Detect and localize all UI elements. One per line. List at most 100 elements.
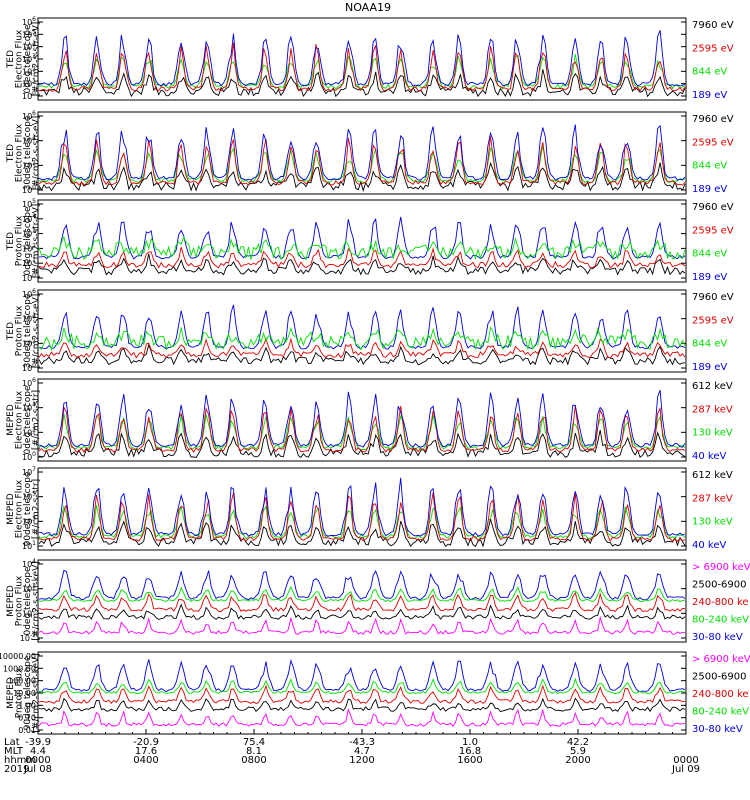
series-line	[38, 697, 686, 713]
y-tick-label: 106	[22, 110, 36, 121]
series-line	[38, 708, 686, 727]
y-tick-label: 101	[22, 540, 36, 551]
x-tick-label: -20.9	[133, 737, 159, 748]
x-tick-label: 4.7	[354, 746, 370, 757]
legend-entry: 240-800 ke	[692, 597, 749, 608]
y-tick-label: 106	[22, 377, 36, 388]
x-tick-label: Jul 08	[23, 764, 52, 775]
y-tick-label: 100	[22, 607, 36, 618]
y-tick-label: 106	[22, 16, 36, 27]
x-row-label: hhmm	[4, 755, 36, 766]
legend-entry: 80-240 keV	[692, 707, 749, 718]
y-tick-label: 101	[22, 257, 36, 268]
x-tick-label: -43.3	[349, 737, 375, 748]
legend-entry: 40 keV	[692, 540, 726, 551]
y-tick-label: 0.01	[18, 726, 36, 735]
x-tick-label: 5.9	[570, 746, 586, 757]
y-tick-label: 10-2	[20, 632, 36, 643]
series-line	[38, 30, 686, 87]
panel-8: 10000.00 1000.00 100.00 10.00 1.00 0.10 0.01ME…	[0, 651, 750, 735]
y-tick-label: 105	[22, 28, 36, 39]
panel-frame	[37, 199, 687, 283]
x-tick-label: 1600	[457, 755, 482, 766]
y-tick-label: 104	[22, 558, 36, 569]
y-tick-label: 0.10	[18, 714, 36, 723]
series-line	[38, 477, 686, 537]
x-tick-label: 0000	[25, 755, 50, 766]
series-line	[38, 326, 686, 352]
y-tick-label: 102	[22, 159, 36, 170]
y-tick-label: 107	[22, 466, 36, 477]
y-tick-label: 100	[22, 184, 36, 195]
legend-entry: 612 keV	[692, 381, 733, 392]
y-tick-label: 103	[22, 515, 36, 526]
series-line	[38, 518, 686, 548]
y-tick-label: 102	[22, 426, 36, 437]
y-tick-label: 1.00	[18, 701, 36, 710]
y-axis-label: MEPEDProton Flux0deg telescope[#/cm2-s-s…	[6, 561, 42, 640]
x-tick-label: 17.6	[135, 746, 157, 757]
legend-entry: 2595 eV	[692, 43, 734, 54]
legend-entry: 844 eV	[692, 67, 727, 78]
series-line	[38, 390, 686, 448]
x-tick-label: 1.0	[462, 737, 478, 748]
legend-entry: 2595 eV	[692, 137, 734, 148]
series-line	[39, 492, 686, 542]
legend-entry: 30-80 keV	[692, 632, 743, 643]
legend-entry: 2500-6900	[692, 672, 747, 683]
legend-entry: 189 eV	[692, 90, 727, 101]
legend-entry: 189 eV	[692, 362, 727, 373]
y-tick-label: 10000.00	[0, 652, 36, 661]
y-axis-label: TEDElectron Flux0deg telescope[#/cm2-s-s…	[6, 22, 42, 97]
x-row-label: 2019	[4, 764, 29, 775]
y-tick-label: 102	[22, 242, 36, 253]
series-line	[38, 430, 686, 459]
panel-frame	[37, 111, 687, 195]
y-tick-label: 106	[22, 288, 36, 299]
series-line	[38, 404, 686, 453]
legend-entry: 2500-6900	[692, 580, 747, 591]
series-line	[38, 591, 686, 613]
x-tick-label: 2000	[565, 755, 590, 766]
legend-entry: 7960 eV	[692, 20, 734, 31]
y-axis-label: MEPEDElectron Flux0deg telescope[#/cm2-s…	[6, 385, 42, 455]
x-tick-label: 16.8	[459, 746, 481, 757]
legend-entry: 189 eV	[692, 184, 727, 195]
legend-entry: 7960 eV	[692, 202, 734, 213]
series-line	[38, 246, 686, 269]
y-axis-label: TEDProton Flux0deg telescope[#/cm2-s-str…	[6, 204, 42, 279]
series-line	[38, 569, 686, 601]
x-tick-label: 0400	[133, 755, 158, 766]
x-row-label: MLT	[4, 746, 24, 757]
x-tick-label: 0000	[673, 755, 698, 766]
x-row-label: Lat	[4, 737, 20, 748]
legend-entry: 612 keV	[692, 470, 733, 481]
series-line	[38, 235, 686, 261]
x-tick-label: 0800	[241, 755, 266, 766]
x-tick-label: 8.1	[246, 746, 262, 757]
legend-entry: > 6900 keV	[692, 562, 750, 573]
legend-entry: 240-800 ke	[692, 689, 749, 700]
series-line	[38, 615, 686, 635]
legend-entry: 189 eV	[692, 272, 727, 283]
y-tick-label: 100	[22, 362, 36, 373]
y-tick-label: 104	[22, 213, 36, 224]
series-line	[38, 677, 686, 695]
x-tick-label: -39.9	[25, 737, 51, 748]
legend-entry: 844 eV	[692, 339, 727, 350]
series-line	[38, 603, 686, 620]
legend-entry: 7960 eV	[692, 292, 734, 303]
legend-entry: 844 eV	[692, 161, 727, 172]
y-tick-label: 100	[22, 272, 36, 283]
series-line	[38, 54, 686, 90]
y-tick-label: 102	[22, 583, 36, 594]
series-line	[38, 413, 686, 451]
